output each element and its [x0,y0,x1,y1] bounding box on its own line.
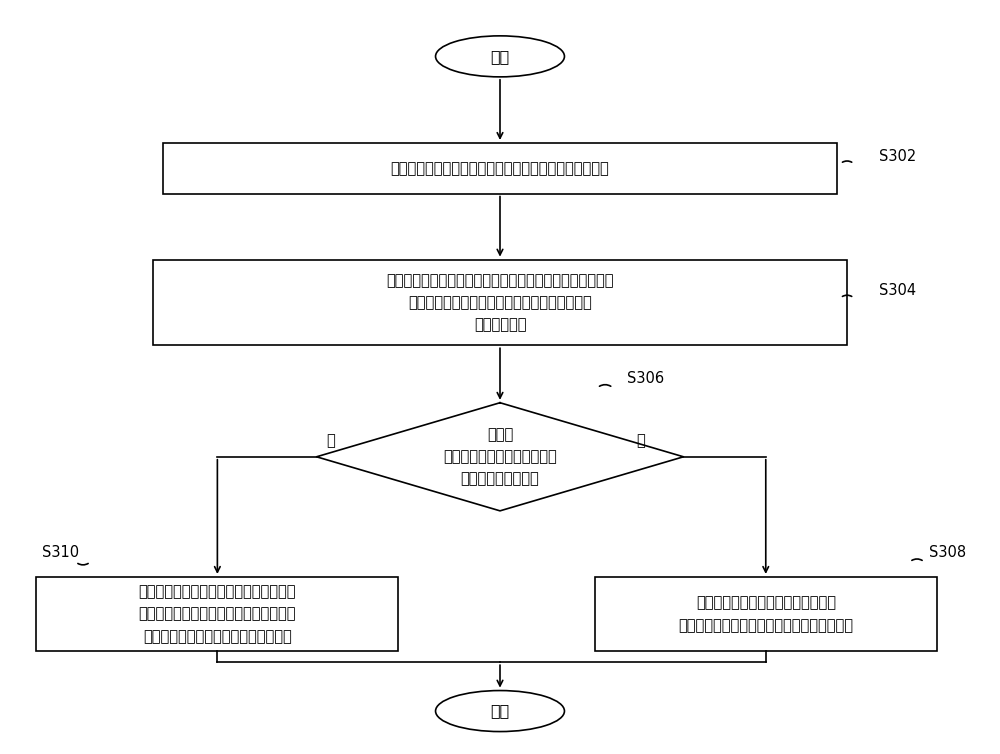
Text: S302: S302 [879,149,916,164]
Polygon shape [317,403,683,511]
FancyArrowPatch shape [599,385,611,386]
FancyBboxPatch shape [36,577,398,651]
Text: S310: S310 [42,545,79,560]
FancyArrowPatch shape [842,295,852,296]
FancyArrowPatch shape [842,161,852,162]
Text: 是: 是 [636,433,645,448]
Text: 以接收点餐装置发送的订单，并向烹饪装置发送订单指令: 以接收点餐装置发送的订单，并向烹饪装置发送订单指令 [391,161,609,176]
Ellipse shape [436,691,564,731]
Text: S304: S304 [879,283,916,298]
Ellipse shape [436,36,564,77]
FancyBboxPatch shape [595,577,937,651]
Text: 判断第
一时长是否小于或等于第一烹
饪装置的降功率时长: 判断第 一时长是否小于或等于第一烹 饪装置的降功率时长 [443,427,557,486]
Text: S306: S306 [627,371,664,386]
Text: 开始: 开始 [490,49,510,64]
FancyBboxPatch shape [163,143,837,194]
Text: S308: S308 [929,545,967,560]
FancyArrowPatch shape [912,559,922,560]
FancyArrowPatch shape [78,563,88,565]
Text: 根据第一时长生成第二烹饪参数，并将第
二烹饪参数发送至第一烹饪装置，以使第
一烹饪装置按照第二烹饪参数进行烹饪: 根据第一时长生成第二烹饪参数，并将第 二烹饪参数发送至第一烹饪装置，以使第 一烹… [139,584,296,644]
Text: 按照订单选择能够完成订单的第一烹饪装置及第一烹饪参数
并计算第一烹饪装置完成订单需要的加工时长，
得到第一时长: 按照订单选择能够完成订单的第一烹饪装置及第一烹饪参数 并计算第一烹饪装置完成订单… [386,273,614,332]
FancyBboxPatch shape [153,259,847,345]
Text: 否: 否 [326,433,335,448]
Text: 结束: 结束 [490,703,510,719]
Text: 发送第一烹饪参数至第一烹饪装置，
以使第一烹饪装置按照第一烹饪参数进行烹饪: 发送第一烹饪参数至第一烹饪装置， 以使第一烹饪装置按照第一烹饪参数进行烹饪 [678,596,853,633]
